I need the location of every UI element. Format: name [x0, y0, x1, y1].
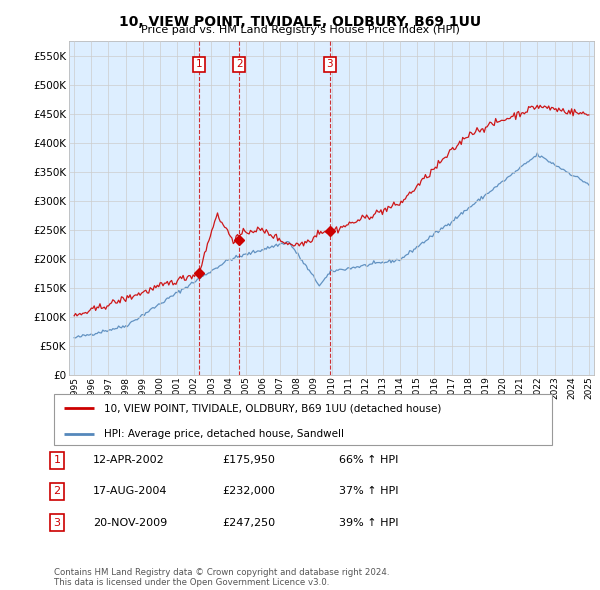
Text: 12-APR-2002: 12-APR-2002: [93, 455, 165, 465]
Text: 1: 1: [53, 455, 61, 465]
Text: £232,000: £232,000: [222, 487, 275, 496]
Text: 3: 3: [53, 518, 61, 527]
Text: 37% ↑ HPI: 37% ↑ HPI: [339, 487, 398, 496]
Text: 39% ↑ HPI: 39% ↑ HPI: [339, 518, 398, 527]
Text: 17-AUG-2004: 17-AUG-2004: [93, 487, 167, 496]
Text: 2: 2: [53, 487, 61, 496]
Text: 1: 1: [196, 60, 202, 70]
Text: Contains HM Land Registry data © Crown copyright and database right 2024.
This d: Contains HM Land Registry data © Crown c…: [54, 568, 389, 587]
Text: 3: 3: [326, 60, 333, 70]
Text: 10, VIEW POINT, TIVIDALE, OLDBURY, B69 1UU: 10, VIEW POINT, TIVIDALE, OLDBURY, B69 1…: [119, 15, 481, 29]
Text: HPI: Average price, detached house, Sandwell: HPI: Average price, detached house, Sand…: [104, 429, 344, 439]
Text: 20-NOV-2009: 20-NOV-2009: [93, 518, 167, 527]
Text: £175,950: £175,950: [222, 455, 275, 465]
Text: Price paid vs. HM Land Registry's House Price Index (HPI): Price paid vs. HM Land Registry's House …: [140, 25, 460, 35]
Text: 66% ↑ HPI: 66% ↑ HPI: [339, 455, 398, 465]
Text: £247,250: £247,250: [222, 518, 275, 527]
Text: 2: 2: [236, 60, 242, 70]
FancyBboxPatch shape: [54, 394, 552, 445]
Text: 10, VIEW POINT, TIVIDALE, OLDBURY, B69 1UU (detached house): 10, VIEW POINT, TIVIDALE, OLDBURY, B69 1…: [104, 404, 441, 414]
